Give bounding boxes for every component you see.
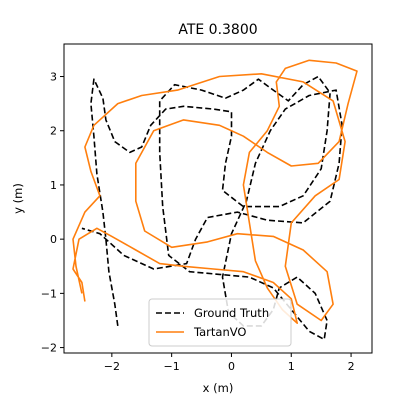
y-axis-label: y (m) (11, 183, 25, 214)
y-axis: −2 −1 0 1 2 3 (41, 71, 64, 355)
x-tick-label: 0 (228, 360, 235, 373)
legend-box (148, 298, 292, 347)
legend-label-ground-truth: Ground Truth (194, 306, 269, 320)
x-tick-label: 1 (288, 360, 295, 373)
axes-frame (63, 43, 373, 354)
x-axis-label: x (m) (203, 381, 234, 395)
plot-area (72, 59, 358, 341)
y-tick-label: 3 (50, 71, 57, 84)
series-line-tartanvo (72, 59, 358, 325)
y-tick-label: 0 (50, 233, 57, 246)
chart-title: ATE 0.3800 (178, 22, 257, 38)
y-tick-label: 2 (50, 125, 57, 138)
x-axis: −2 −1 0 1 2 (104, 353, 355, 373)
x-tick-label: −1 (164, 360, 180, 373)
legend-label-tartanvo: TartanVO (193, 325, 246, 339)
y-tick-label: −2 (41, 342, 57, 355)
series-line-ground-truth (81, 75, 343, 341)
x-tick-label: 2 (348, 360, 355, 373)
x-tick-label: −2 (104, 360, 120, 373)
legend: Ground Truth TartanVO (148, 298, 292, 347)
y-tick-label: −1 (41, 287, 57, 300)
y-tick-label: 1 (50, 179, 57, 192)
